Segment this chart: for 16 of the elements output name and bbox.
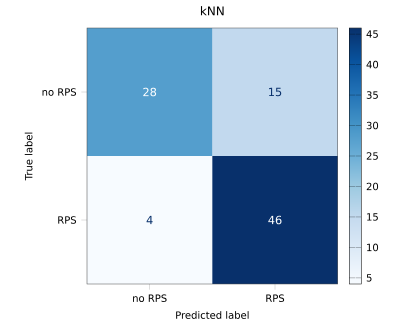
data-label: 15	[269, 88, 282, 96]
color-bar-label: 30	[366, 122, 378, 130]
color-bar-label: 45	[366, 30, 378, 38]
chart-title: kNN	[200, 6, 224, 16]
data-label: 4	[146, 216, 153, 224]
y-axis-title: True label	[24, 132, 32, 180]
color-bar-label: 40	[366, 60, 378, 68]
data-label: 28	[143, 88, 156, 96]
color-bar-label: 15	[367, 213, 378, 221]
color-bar-label: 35	[366, 91, 378, 99]
x-axis-title: Predicted label	[176, 311, 249, 319]
data-label: 46	[268, 216, 282, 224]
color-bar-label: 20	[366, 182, 378, 190]
color-bar-label: 5	[366, 274, 372, 282]
color-bar-label: 10	[367, 244, 378, 252]
color-bar-label: 25	[366, 152, 378, 160]
